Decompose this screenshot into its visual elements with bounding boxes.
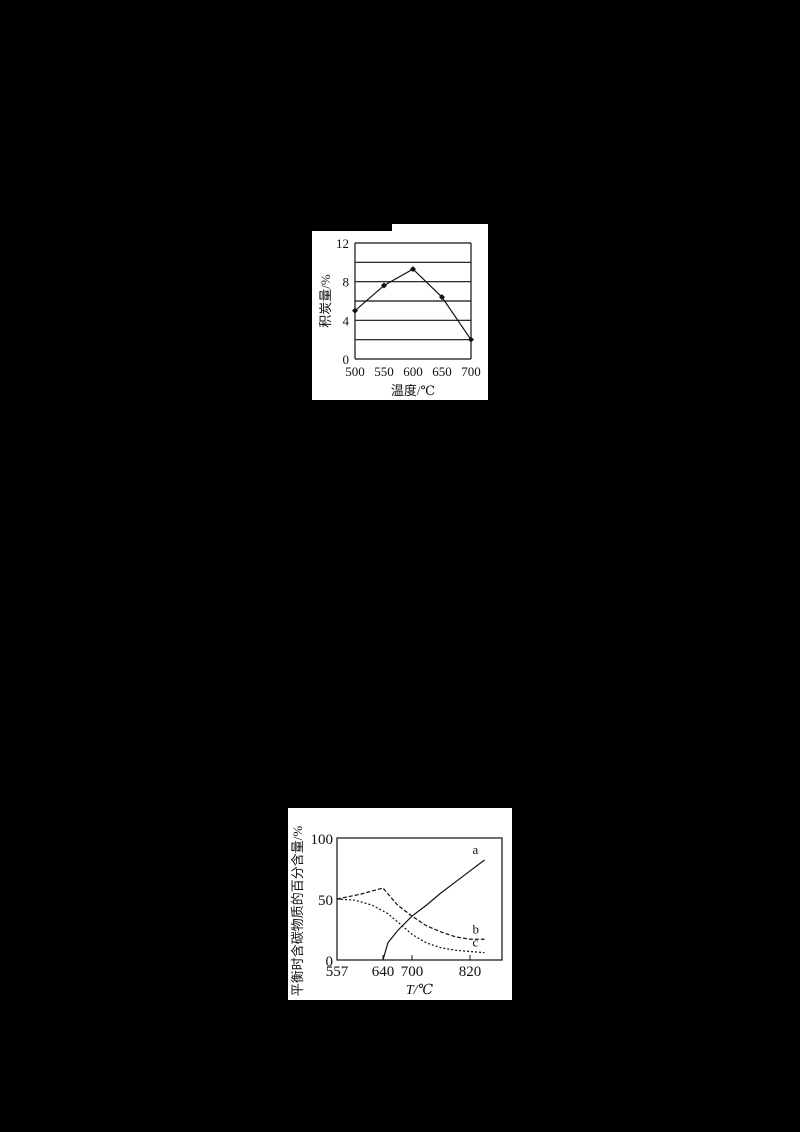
equilibrium-content-chart: 0 50 100 557 640 700 820 T/℃ 平衡时含碳物质的百分含量/% a b c xyxy=(288,808,512,1000)
data-point-marker xyxy=(439,294,445,301)
curve-c xyxy=(336,898,485,954)
x-tick-label: 650 xyxy=(432,364,452,379)
y-tick-label: 100 xyxy=(311,832,334,848)
y-tick-label: 8 xyxy=(343,275,350,290)
x-axis-label: T/℃ xyxy=(406,983,434,998)
y-tick-label: 0 xyxy=(326,954,334,970)
curve-a xyxy=(382,859,485,961)
y-axis-label: 积炭量/% xyxy=(318,274,333,328)
y-axis-label: 平衡时含碳物质的百分含量/% xyxy=(290,826,305,997)
x-tick-label: 700 xyxy=(401,964,424,980)
series-line xyxy=(354,268,472,341)
chart1-plot: 0 4 8 12 500 550 600 650 700 温度/℃ 积炭量/% xyxy=(318,236,481,398)
x-tick-label: 500 xyxy=(345,364,365,379)
x-axis-label: 温度/℃ xyxy=(391,383,435,398)
curve-label-a: a xyxy=(473,842,479,857)
curve-label-b: b xyxy=(473,921,480,936)
chart2-plot: 0 50 100 557 640 700 820 T/℃ 平衡时含碳物质的百分含量/% a bc xyxy=(290,826,503,998)
carbon-deposition-chart: 0 4 8 12 500 550 600 650 700 温度/℃ 积炭量/% xyxy=(312,224,488,400)
curve-label-c: c xyxy=(473,935,479,950)
y-tick-label: 4 xyxy=(343,313,350,328)
x-tick-label: 557 xyxy=(326,964,349,980)
x-tick-label: 550 xyxy=(374,364,394,379)
data-point-marker xyxy=(410,266,416,273)
curve-b xyxy=(336,887,485,940)
x-tick-label: 700 xyxy=(461,364,481,379)
data-point-marker xyxy=(352,307,358,314)
data-point-marker xyxy=(381,282,387,289)
y-tick-label: 0 xyxy=(343,352,350,367)
x-tick-label: 600 xyxy=(403,364,423,379)
y-tick-label: 12 xyxy=(336,236,349,251)
data-point-marker xyxy=(468,336,474,343)
x-tick-label: 640 xyxy=(372,964,395,980)
cropped-caption-fragment xyxy=(312,224,392,231)
x-tick-label: 820 xyxy=(459,964,482,980)
y-tick-label: 50 xyxy=(318,893,333,909)
